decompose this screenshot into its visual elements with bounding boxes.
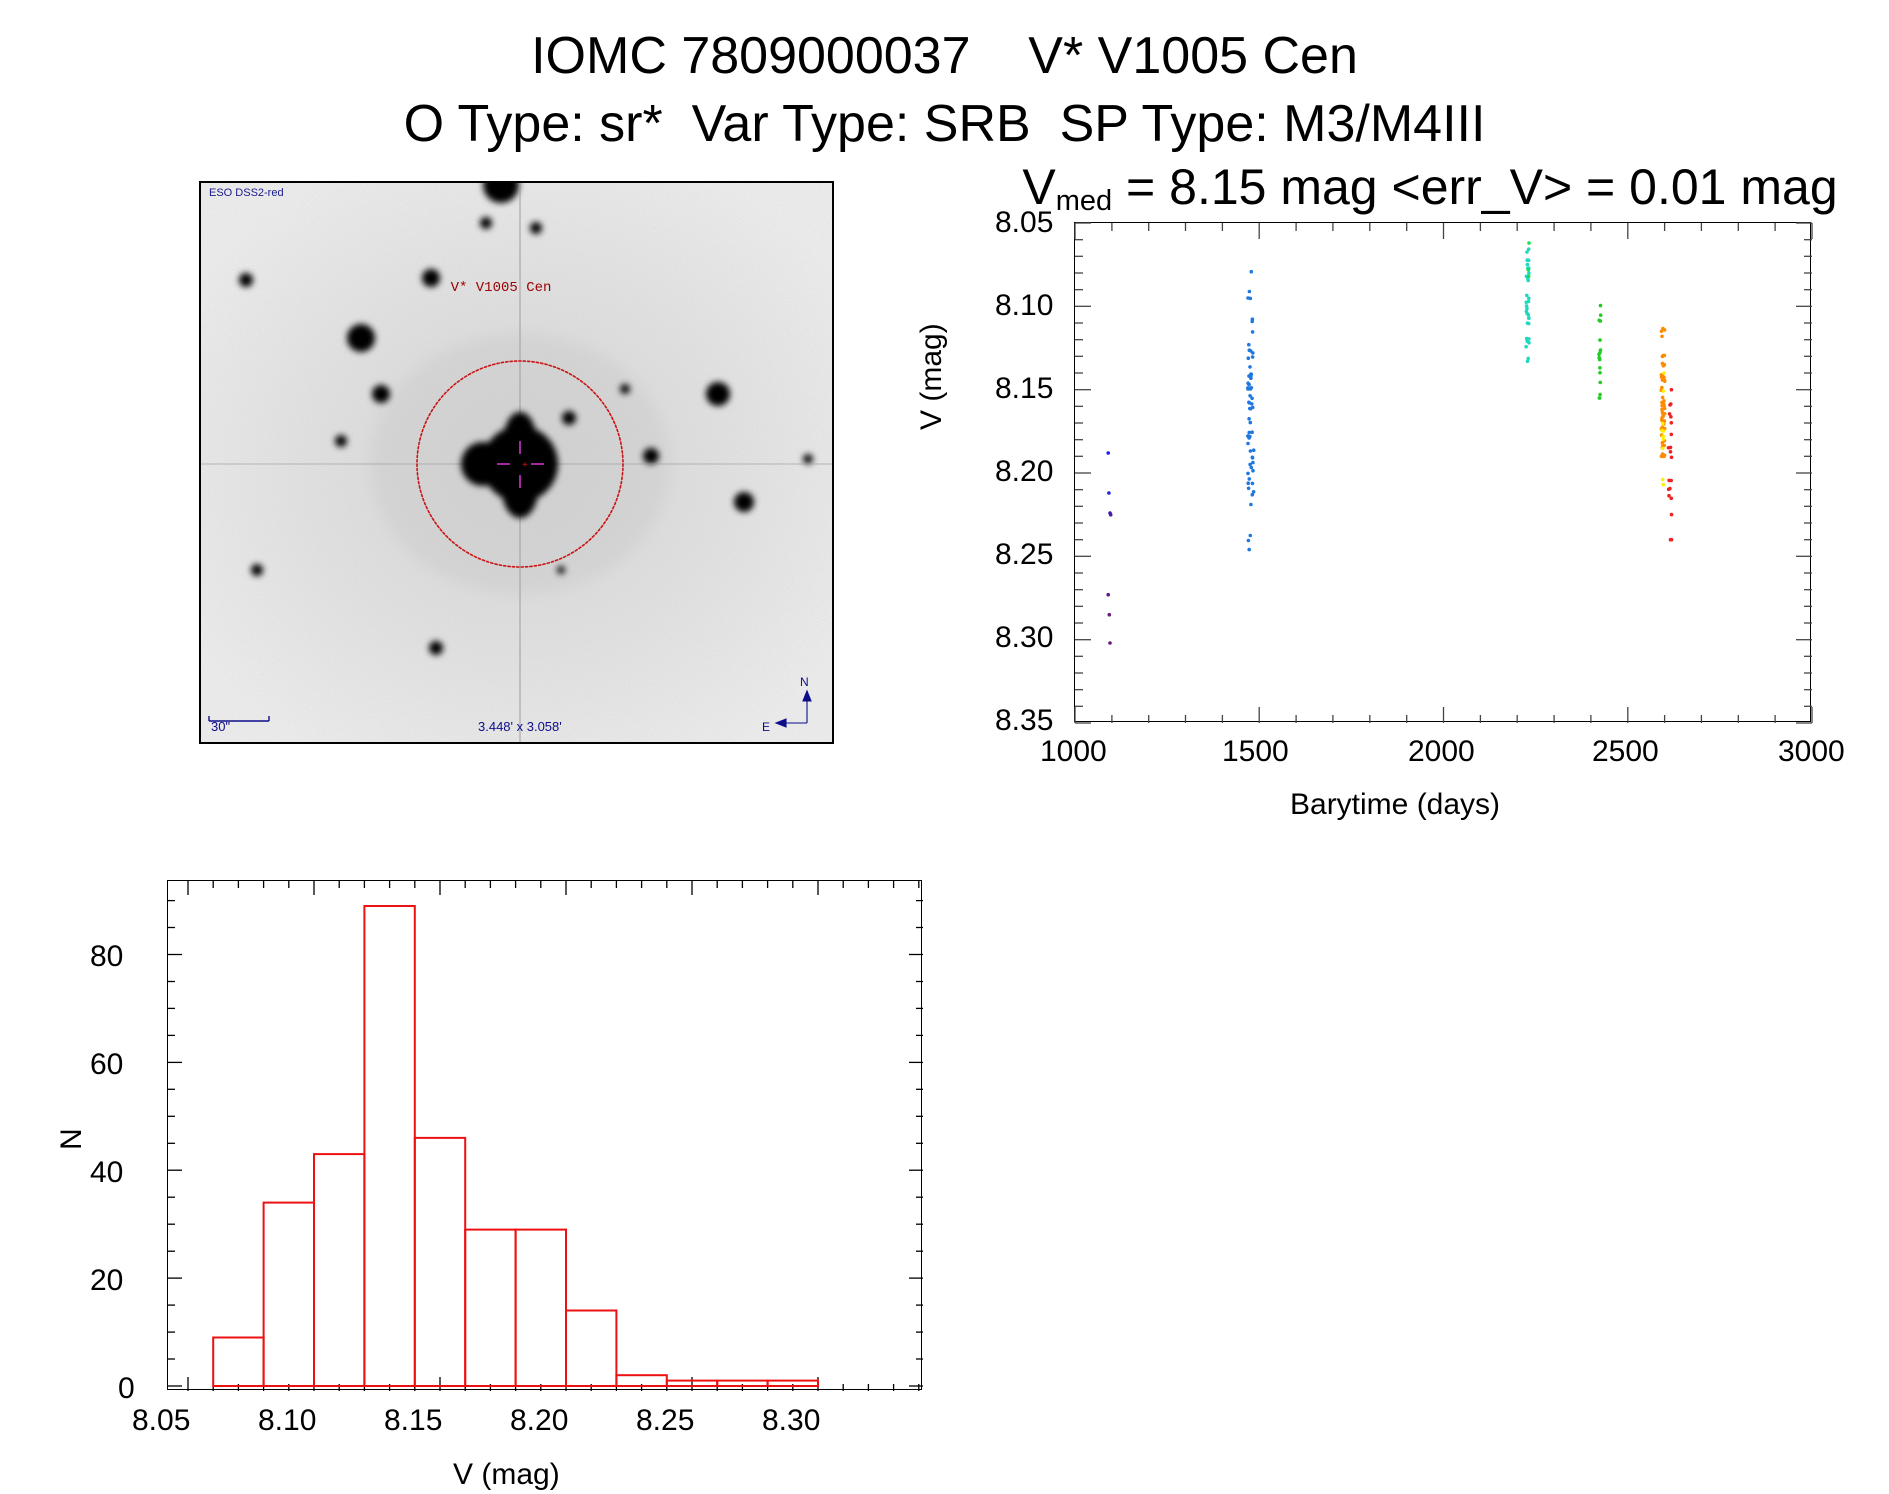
svg-text:E: E xyxy=(762,720,770,734)
svg-text:+: + xyxy=(522,460,528,471)
svg-text:N: N xyxy=(800,675,809,689)
svg-text:ESO DSS2-red: ESO DSS2-red xyxy=(209,187,284,199)
svg-text:3.448' x 3.058': 3.448' x 3.058' xyxy=(478,719,562,734)
svg-text:V* V1005 Cen: V* V1005 Cen xyxy=(451,280,552,296)
